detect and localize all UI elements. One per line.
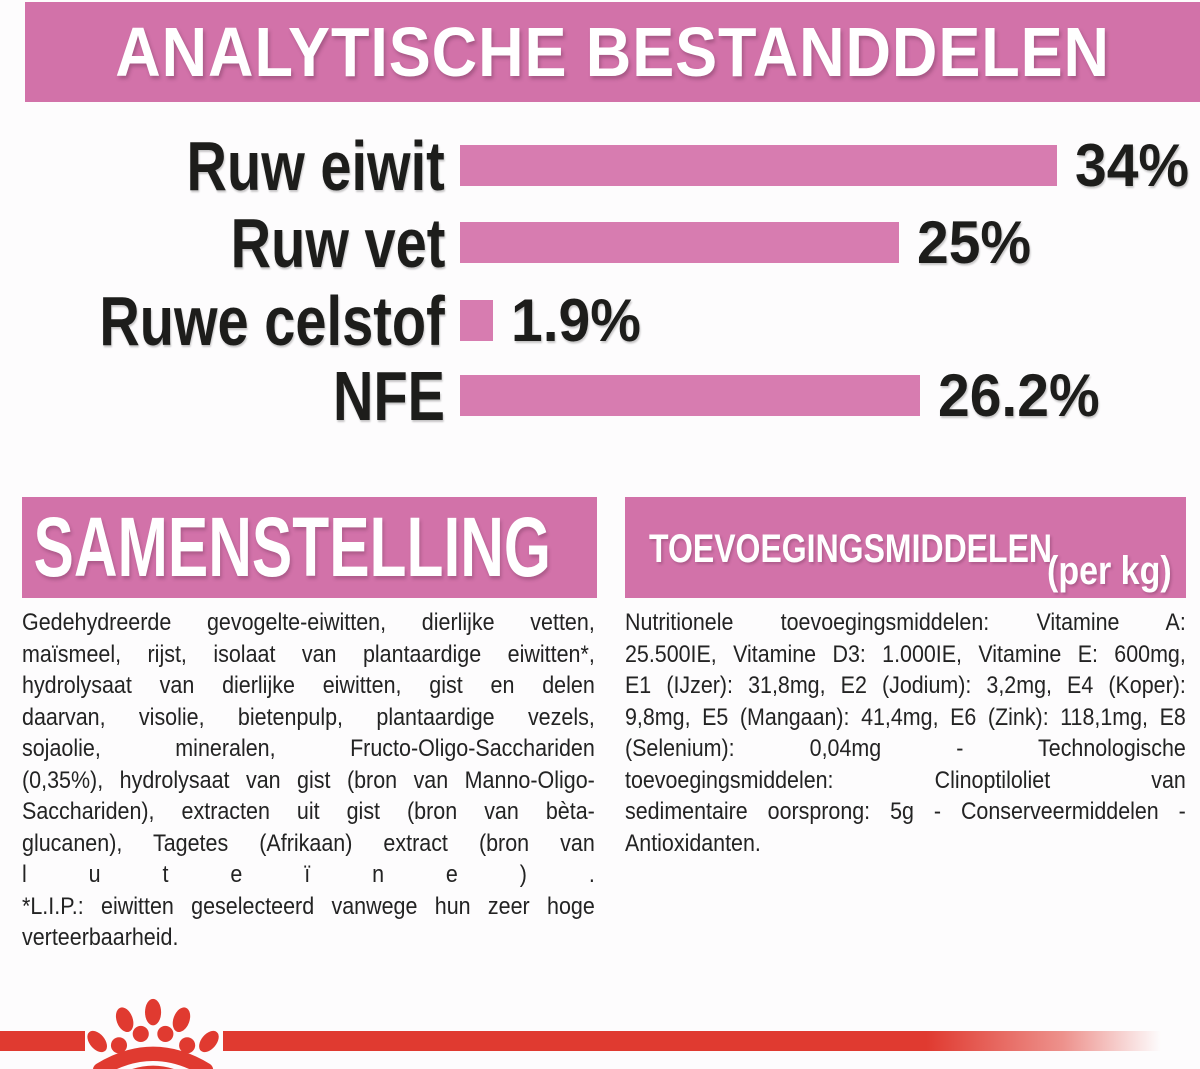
bar-value: 25%: [917, 209, 1032, 276]
page-title: ANALYTISCHE BESTANDDELEN: [115, 13, 1110, 91]
bar: [460, 375, 920, 416]
bar: [460, 145, 1057, 186]
text-line: maïsmeel, rijst, isolaat van plantaardig…: [22, 640, 595, 668]
composition-text: Gedehydreerde gevogelte-eiwitten, dierli…: [22, 607, 595, 954]
text-line: Sacchariden), extracten uit gist (bron v…: [22, 798, 595, 825]
text-line: E1 (IJzer): 31,8mg, E2 (Jodium): 3,2mg, …: [625, 672, 1186, 699]
text-line: daarvan, visolie, bietenpulp, plantaardi…: [22, 703, 595, 731]
bar-value: 26.2%: [938, 362, 1100, 429]
text-line: glucanen), Tagetes (Afrikaan) extract (b…: [22, 829, 595, 857]
text-line: (Selenium): 0,04mg - Technologische: [625, 735, 1186, 762]
footer-band-left: [0, 1031, 85, 1051]
text-line: Antioxidanten.: [625, 829, 761, 857]
text-line: hydrolysaat van dierlijke eiwitten, gist…: [22, 672, 595, 699]
text-line: *L.I.P.: eiwitten geselecteerd vanwege h…: [22, 892, 595, 920]
bar-value: 1.9%: [511, 287, 641, 354]
bar-label: NFE: [333, 356, 445, 435]
additives-text: Nutritionele toevoegingsmiddelen: Vitami…: [625, 607, 1186, 859]
bar-label: Ruwe celstof: [99, 281, 445, 360]
text-line: sedimentaire oorsprong: 5g - Conserveerm…: [625, 798, 1186, 825]
text-line: 9,8mg, E5 (Mangaan): 41,4mg, E6 (Zink): …: [625, 703, 1186, 731]
text-line: toevoegingsmiddelen: Clinoptiloliet van: [625, 766, 1186, 794]
text-line: sojaolie, mineralen, Fructo-Oligo-Saccha…: [22, 735, 595, 762]
additives-per-kg-label: (per kg): [1047, 549, 1172, 593]
text-line: verteerbaarheid.: [22, 924, 179, 951]
additives-heading: TOEVOEGINGSMIDDELEN: [649, 527, 1053, 571]
composition-banner: SAMENSTELLING: [22, 497, 597, 598]
analytical-components-chart: Ruw eiwit 34% Ruw vet 25% Ruwe celstof 1.9% NF…: [0, 120, 1200, 475]
text-line: l u t e ï n e ) .: [22, 861, 595, 888]
text-line: (0,35%), hydrolysaat van gist (bron van …: [22, 766, 595, 794]
footer-band-right: [223, 1031, 1200, 1051]
composition-heading: SAMENSTELLING: [33, 500, 551, 594]
paw-crown-icon: [87, 998, 219, 1069]
bar-label: Ruw vet: [230, 203, 445, 282]
additives-banner: TOEVOEGINGSMIDDELEN (per kg): [625, 497, 1186, 598]
bar: [460, 222, 899, 263]
text-line: Nutritionele toevoegingsmiddelen: Vitami…: [625, 609, 1186, 636]
text-line: 25.500IE, Vitamine D3: 1.000IE, Vitamine…: [625, 640, 1186, 668]
text-line: Gedehydreerde gevogelte-eiwitten, dierli…: [22, 609, 595, 636]
analytical-components-banner: ANALYTISCHE BESTANDDELEN: [25, 2, 1200, 102]
bar-label: Ruw eiwit: [186, 126, 445, 205]
bar-value: 34%: [1075, 132, 1190, 199]
bar: [460, 300, 493, 341]
